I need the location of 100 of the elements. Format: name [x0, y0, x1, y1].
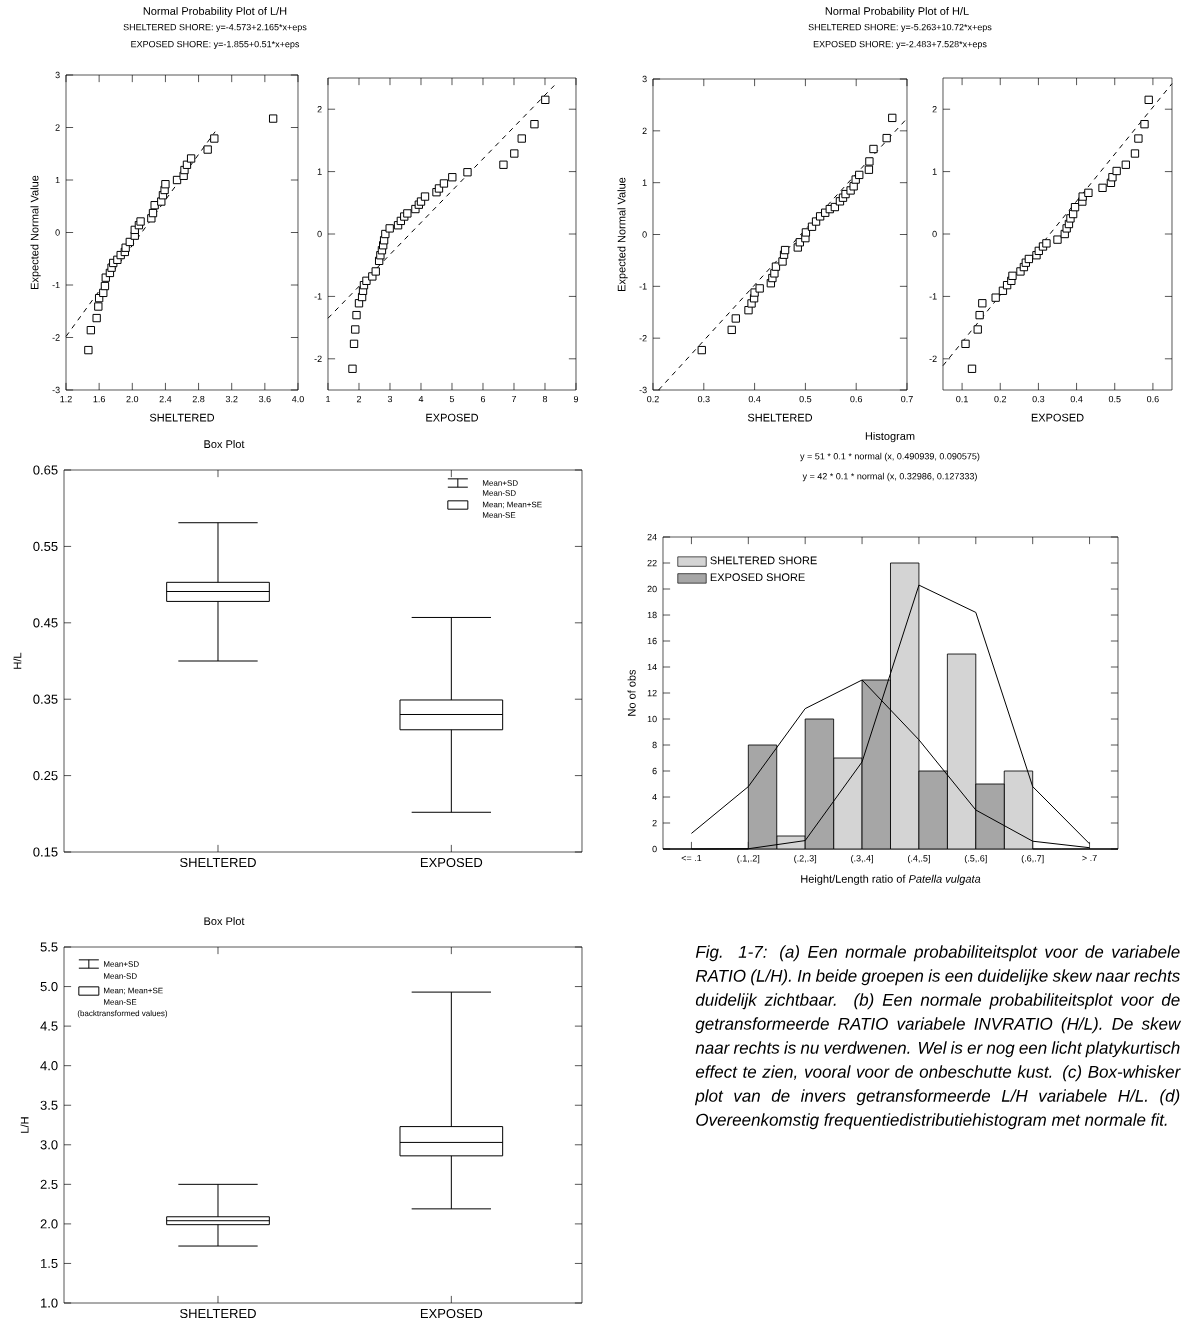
y-tick-label: 2: [55, 124, 60, 131]
x-tick-label: 2.4: [159, 395, 172, 403]
y-axis-title: Expected Normal Value: [30, 175, 41, 289]
y-tick-label: 1: [642, 179, 647, 186]
y-tick-label: 4.5: [40, 1021, 58, 1031]
x-tick-label: 0.3: [697, 395, 710, 403]
y-tick-label: 2: [932, 106, 937, 113]
annotation: Mean-SD: [482, 490, 516, 496]
y-tick-label: 22: [647, 559, 657, 567]
y-tick-label: -3: [52, 386, 60, 394]
y-axis-title: H/L: [13, 652, 22, 669]
annotation: Mean; Mean+SE: [103, 987, 163, 995]
x-tick-label: 0.2: [647, 395, 659, 403]
x-tick-label: > .7: [1082, 854, 1097, 862]
x-axis-title: EXPOSED: [1031, 413, 1084, 422]
y-tick-label: 2: [652, 819, 657, 827]
x-tick-label: 1: [326, 395, 331, 403]
x-tick-label: <= .1: [681, 854, 702, 862]
y-tick-label: 4.0: [40, 1061, 58, 1071]
x-axis-title: SHELTERED: [747, 413, 813, 422]
x-tick-label: 5: [449, 395, 455, 403]
annotation: Mean+SD: [103, 961, 139, 967]
annotation: Mean+SD: [482, 480, 518, 486]
y-tick-label: 12: [647, 689, 657, 697]
x-tick-label: 4: [418, 395, 424, 403]
y-tick-label: 10: [647, 715, 657, 723]
y-tick-label: 0.45: [33, 618, 58, 628]
y-tick-label: 1: [55, 176, 60, 184]
x-tick-label: (.3,.4]: [851, 854, 873, 864]
x-tick-label: 0.1: [956, 395, 968, 403]
y-tick-label: 14: [647, 663, 657, 671]
x-tick-label: 3.2: [225, 395, 238, 403]
y-tick-label: -1: [639, 283, 647, 290]
y-tick-label: -1: [929, 293, 937, 300]
y-tick-label: 0: [317, 230, 322, 238]
x-axis-title: SHELTERED: [149, 413, 215, 422]
x-tick-label: (.2,.3]: [794, 854, 817, 864]
y-tick-label: 16: [647, 637, 657, 645]
legend-label: SHELTERED SHORE: [710, 556, 817, 565]
y-tick-label: -3: [639, 386, 647, 394]
x-tick-label: SHELTERED: [180, 857, 256, 868]
y-tick-label: 3.0: [40, 1140, 58, 1150]
x-tick-label: 1.2: [60, 395, 72, 403]
annotation: (backtransformed values): [77, 1010, 168, 1018]
y-axis-title: Expected Normal Value: [617, 177, 628, 291]
y-tick-label: 1.0: [41, 1298, 58, 1308]
y-tick-label: 5.0: [40, 981, 58, 992]
x-tick-label: 1.6: [93, 395, 105, 403]
y-tick-label: 8: [652, 741, 657, 749]
x-tick-label: (.6,.7]: [1021, 854, 1044, 864]
y-axis-title: L/H: [20, 1117, 29, 1133]
y-tick-label: 4: [652, 793, 657, 801]
y-tick-label: 5.5: [40, 942, 58, 952]
text: y = 42 * 0.1 * normal (x, 0.32986, 0.127333): [802, 472, 977, 482]
y-tick-label: 2: [317, 106, 322, 113]
y-tick-label: 20: [647, 585, 657, 593]
chart-subtitle: y = 51 * 0.1 * normal (x, 0.490939, 0.090575): [800, 452, 980, 462]
x-tick-label: 0.4: [748, 395, 761, 403]
x-tick-label: 0.5: [1108, 395, 1121, 403]
y-tick-label: -1: [52, 281, 60, 289]
y-tick-label: 0: [652, 845, 657, 853]
x-tick-label: (.1,.2]: [737, 854, 760, 864]
y-tick-label: 2.0: [40, 1219, 58, 1229]
text: SHELTERED SHORE: y=-4.573+2.165*x+eps: [123, 23, 307, 33]
y-tick-label: -2: [314, 355, 322, 362]
y-tick-label: 18: [647, 611, 657, 619]
x-tick-label: 2: [356, 395, 362, 403]
y-tick-label: 1: [317, 168, 322, 175]
x-tick-label: 9: [573, 395, 579, 403]
x-tick-label: 3.6: [258, 395, 271, 403]
y-tick-label: 3: [642, 75, 647, 83]
y-tick-label: -2: [52, 334, 60, 341]
x-tick-label: 4.0: [291, 395, 304, 403]
x-axis-title: EXPOSED: [426, 413, 479, 422]
y-tick-label: 0: [55, 229, 60, 236]
x-tick-label: 3: [387, 395, 393, 403]
x-tick-label: 8: [542, 395, 548, 403]
x-tick-label: 0.4: [1070, 395, 1083, 403]
x-tick-label: EXPOSED: [420, 857, 483, 868]
y-tick-label: 2: [642, 127, 647, 134]
y-tick-label: 0.65: [33, 465, 58, 475]
x-tick-label: 2.0: [126, 395, 139, 403]
x-tick-label: (.5,.6]: [964, 854, 987, 864]
x-tick-label: 2.8: [192, 395, 205, 403]
y-tick-label: 6: [652, 767, 657, 775]
chart-title: Normal Probability Plot of H/L: [825, 6, 969, 18]
text: SHELTERED SHORE: y=-5.263+10.72*x+eps: [808, 23, 992, 33]
y-tick-label: -2: [929, 355, 937, 362]
x-tick-label: 6: [480, 395, 486, 403]
annotation: Mean-SE: [103, 999, 137, 1005]
x-tick-label: 0.6: [1146, 395, 1159, 403]
x-tick-label: (.4,.5]: [907, 854, 930, 864]
chart-title: Normal Probability Plot of L/H: [143, 6, 287, 18]
y-tick-label: 0.25: [33, 771, 58, 781]
y-tick-label: 0: [642, 231, 647, 238]
annotation: Mean-SE: [482, 512, 516, 518]
y-tick-label: 0.35: [33, 694, 58, 704]
y-tick-label: 0.55: [33, 541, 58, 552]
chart-title: Box Plot: [204, 439, 245, 449]
annotation: Mean-SD: [103, 973, 137, 979]
